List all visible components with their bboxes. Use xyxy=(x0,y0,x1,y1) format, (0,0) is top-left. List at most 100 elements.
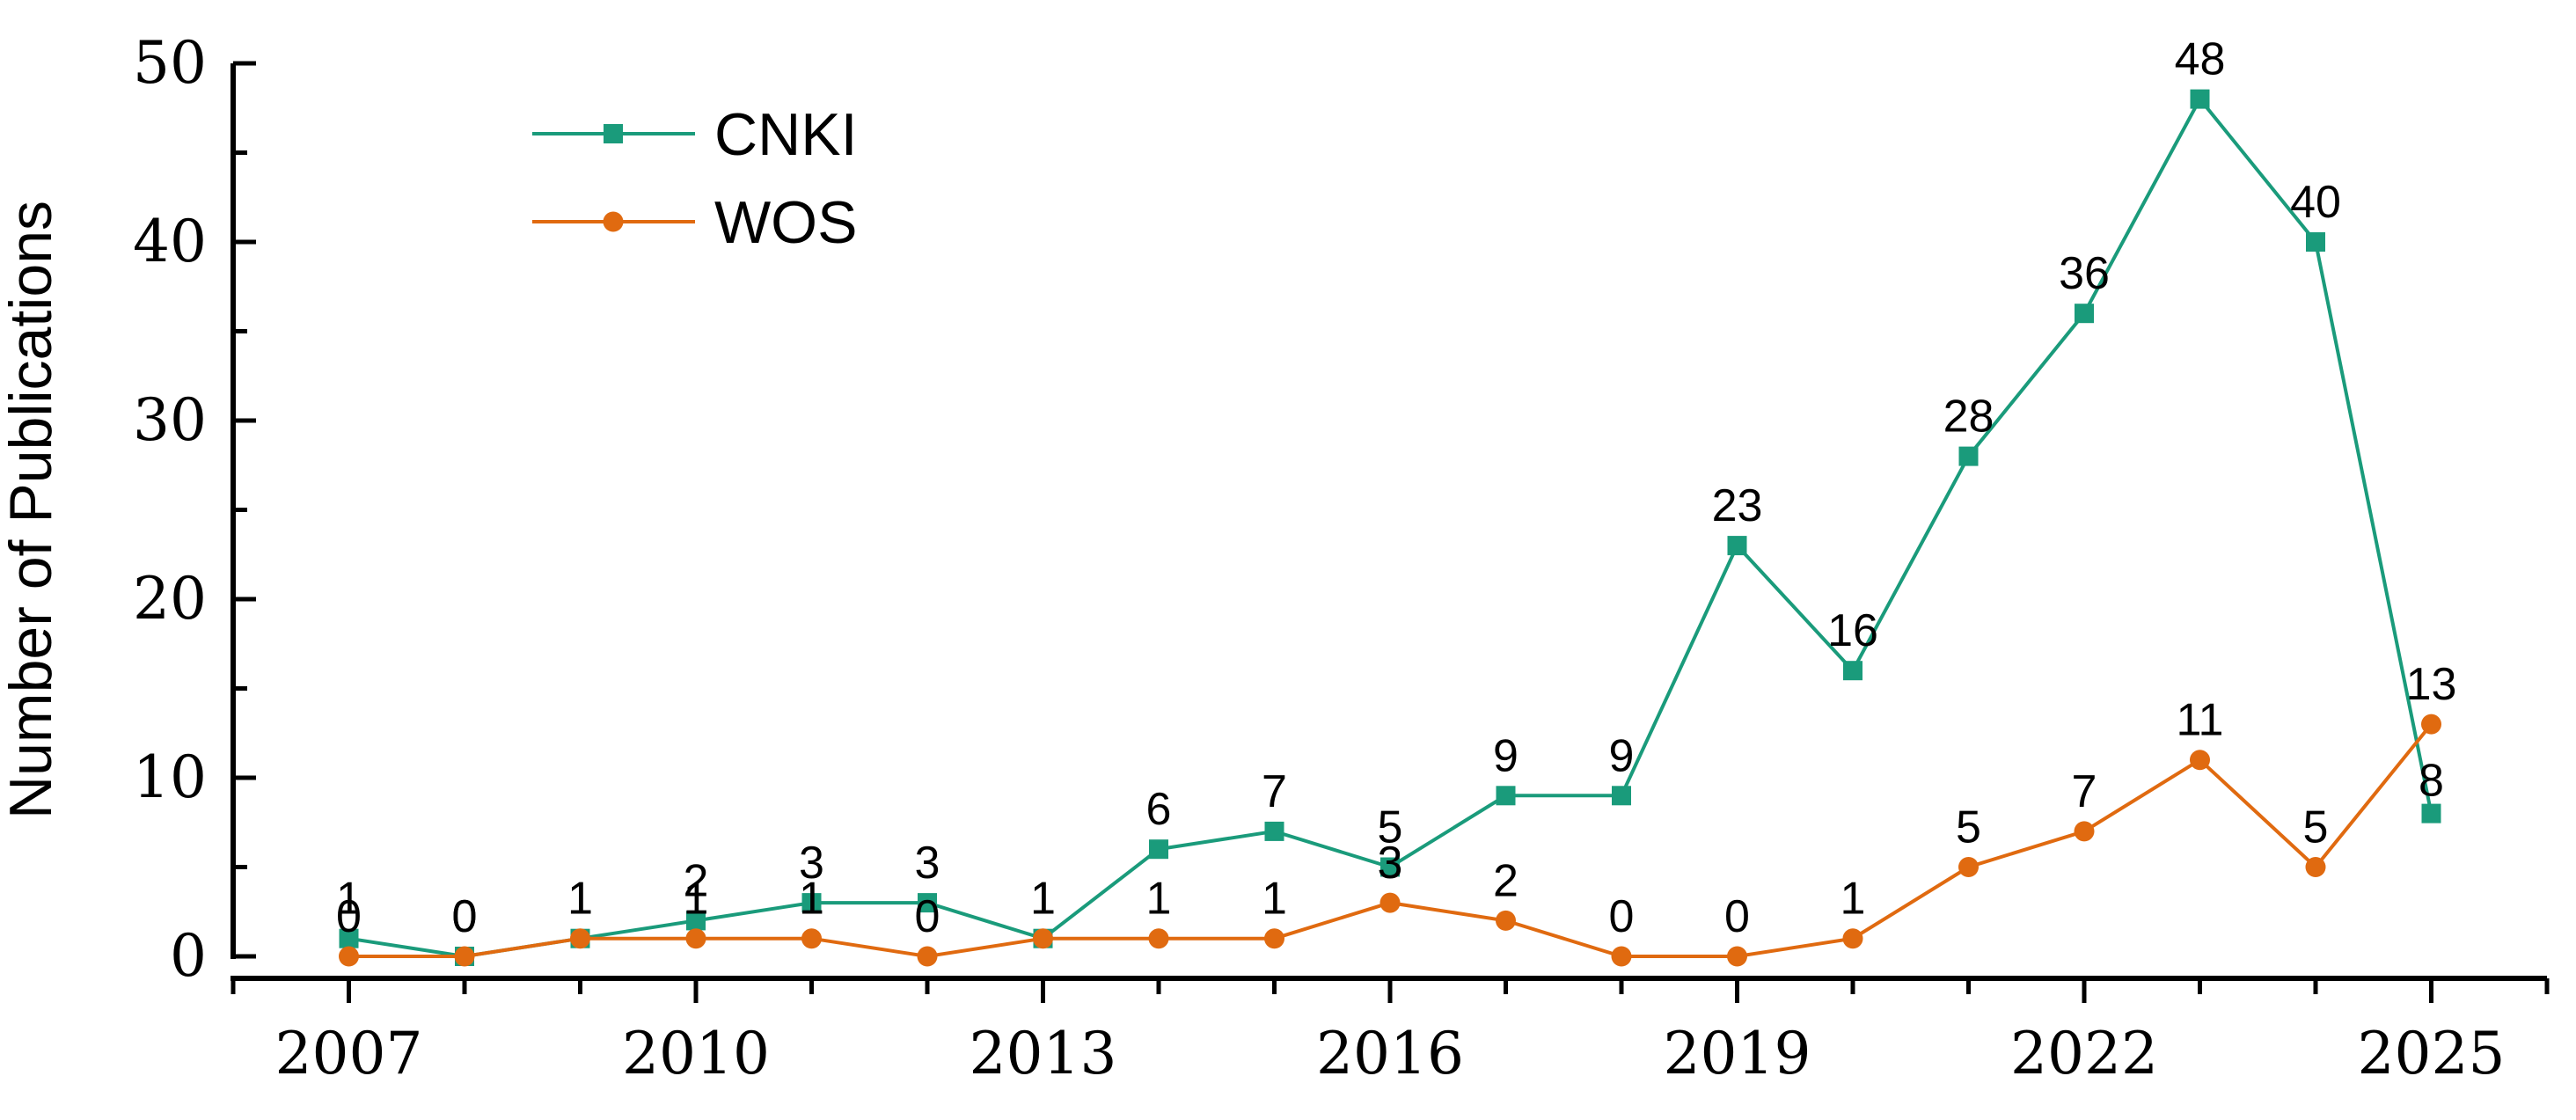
data-label: 5 xyxy=(1378,802,1403,853)
data-point xyxy=(1496,786,1516,806)
y-tick-label: 40 xyxy=(133,208,207,275)
legend-label: CNKI xyxy=(714,101,857,168)
data-point xyxy=(1380,857,1400,877)
data-label: 1 xyxy=(1262,874,1287,925)
data-point xyxy=(2074,821,2095,842)
data-point xyxy=(2306,232,2325,252)
series-wos xyxy=(339,714,2441,967)
data-point xyxy=(2305,857,2326,877)
x-tick-label: 2019 xyxy=(1664,1020,1811,1087)
data-label: 11 xyxy=(2177,695,2224,746)
y-tick-label: 50 xyxy=(133,29,207,97)
y-axis-label: Number of Publications xyxy=(0,201,64,819)
data-label: 36 xyxy=(2059,248,2110,299)
x-tick-label: 2013 xyxy=(970,1020,1117,1087)
y-tick-label: 10 xyxy=(133,743,207,811)
data-point xyxy=(1958,446,1979,466)
data-label: 40 xyxy=(2290,177,2341,228)
legend-marker xyxy=(604,124,623,143)
x-tick-label: 2022 xyxy=(2010,1020,2158,1087)
data-point xyxy=(2421,714,2441,735)
legend: CNKI WOS xyxy=(532,101,857,256)
data-label: 0 xyxy=(452,891,478,942)
data-point xyxy=(1611,946,1632,967)
data-label: 23 xyxy=(1712,480,1763,531)
data-point xyxy=(1842,928,1863,949)
data-label: 9 xyxy=(1493,730,1519,781)
data-label: 2 xyxy=(1493,855,1519,906)
y-tick-label: 30 xyxy=(133,386,207,454)
data-label: 1 xyxy=(1841,874,1866,925)
series-group xyxy=(339,89,2441,967)
data-label: 6 xyxy=(1146,784,1172,835)
data-label: 0 xyxy=(1724,891,1750,942)
data-label: 1 xyxy=(1030,874,1056,925)
data-point xyxy=(1727,946,1747,967)
x-axis-ticks: 2007 2010 2013 2016 2019 2022 2025 xyxy=(231,978,2550,1087)
data-label: 28 xyxy=(1943,392,1994,443)
data-point xyxy=(1727,536,1747,556)
data-point xyxy=(918,893,937,913)
data-label: 16 xyxy=(1827,605,1878,656)
data-label: 7 xyxy=(2072,766,2097,817)
legend-item-wos: WOS xyxy=(532,189,857,256)
y-tick-label: 20 xyxy=(133,565,207,633)
data-label: 2 xyxy=(684,855,709,906)
data-point xyxy=(2190,750,2210,771)
data-point xyxy=(1264,928,1284,949)
data-label: 48 xyxy=(2175,34,2226,85)
data-point xyxy=(2190,89,2210,109)
legend-item-cnki: CNKI xyxy=(532,101,857,168)
data-label: 1 xyxy=(1030,874,1056,925)
data-label: 7 xyxy=(1262,766,1287,817)
data-label: 0 xyxy=(1609,891,1635,942)
y-axis-ticks: 0 10 20 30 40 50 xyxy=(133,29,256,990)
data-label: 0 xyxy=(452,891,478,942)
data-point xyxy=(1033,928,1053,949)
data-point xyxy=(1843,661,1862,681)
data-label: 0 xyxy=(915,891,940,942)
data-point xyxy=(1264,821,1284,841)
data-point xyxy=(339,928,359,948)
data-label: 0 xyxy=(336,891,362,942)
data-label: 13 xyxy=(2406,659,2457,710)
data-label: 9 xyxy=(1609,730,1635,781)
x-tick-label: 2025 xyxy=(2358,1020,2506,1087)
data-point xyxy=(1149,839,1168,860)
data-point xyxy=(917,946,938,967)
data-label: 1 xyxy=(684,874,709,925)
y-tick-label: 0 xyxy=(170,922,207,990)
data-label: 1 xyxy=(567,874,593,925)
data-label: 1 xyxy=(567,874,593,925)
data-point xyxy=(1379,892,1401,913)
data-label: 3 xyxy=(799,838,824,889)
legend-label: WOS xyxy=(714,189,857,256)
data-label: 5 xyxy=(2303,802,2329,853)
data-label: 1 xyxy=(799,874,824,925)
data-label: 8 xyxy=(2419,756,2444,807)
data-label: 3 xyxy=(915,838,940,889)
x-tick-label: 2016 xyxy=(1316,1020,1464,1087)
data-label: 3 xyxy=(1378,838,1403,889)
data-point xyxy=(1148,928,1169,949)
data-point xyxy=(685,928,706,949)
data-point xyxy=(686,911,706,931)
data-point xyxy=(339,946,359,967)
data-point xyxy=(1612,786,1631,806)
data-point xyxy=(2075,304,2094,324)
data-point xyxy=(2421,803,2441,824)
data-label: 1 xyxy=(336,874,362,925)
data-label: 5 xyxy=(1956,802,1981,853)
data-point xyxy=(801,928,822,949)
data-point xyxy=(1496,910,1516,931)
data-point xyxy=(570,928,590,949)
data-point xyxy=(454,946,475,967)
data-point xyxy=(801,893,822,913)
data-point xyxy=(1958,857,1979,877)
x-tick-label: 2007 xyxy=(275,1020,423,1087)
x-tick-label: 2010 xyxy=(622,1020,770,1087)
legend-marker xyxy=(603,211,624,232)
data-label: 1 xyxy=(1146,874,1172,925)
